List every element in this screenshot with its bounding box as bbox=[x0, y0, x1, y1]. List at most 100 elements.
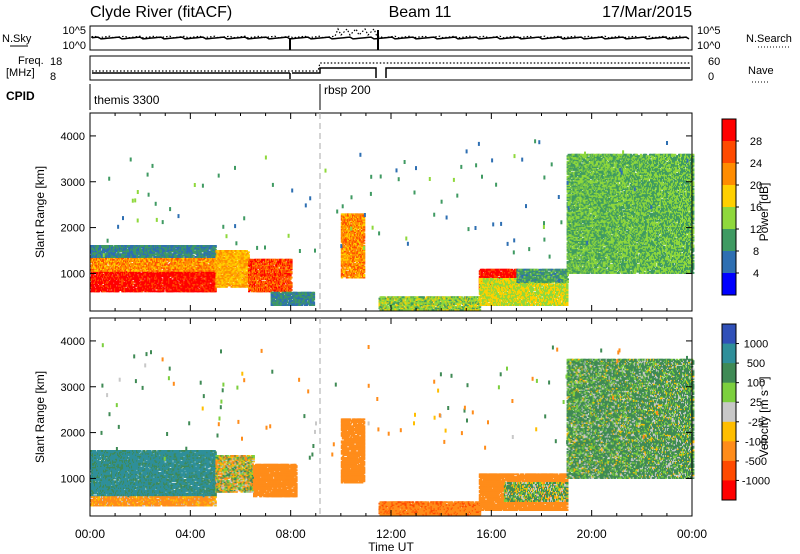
data-cell bbox=[153, 289, 156, 291]
data-cell bbox=[177, 264, 180, 267]
data-cell bbox=[99, 256, 102, 258]
data-cell bbox=[145, 279, 148, 282]
data-cell bbox=[101, 289, 104, 291]
data-cell bbox=[131, 282, 134, 284]
data-cell bbox=[166, 279, 169, 282]
data-cell bbox=[110, 287, 113, 290]
data-cell bbox=[109, 280, 112, 283]
data-cell bbox=[185, 267, 188, 269]
data-cell bbox=[121, 278, 124, 280]
data-cell bbox=[160, 257, 163, 260]
data-cell bbox=[128, 283, 131, 286]
data-cell bbox=[146, 275, 149, 278]
data-cell bbox=[199, 269, 202, 272]
data-cell bbox=[174, 290, 177, 293]
data-cell bbox=[96, 253, 99, 256]
data-cell bbox=[209, 275, 212, 278]
data-cell bbox=[149, 262, 152, 265]
data-cell bbox=[112, 267, 115, 269]
freq-tick-bottom: 8 bbox=[50, 71, 56, 83]
data-cell bbox=[105, 282, 108, 284]
data-cell bbox=[181, 280, 184, 283]
data-cell bbox=[91, 278, 94, 280]
data-cell bbox=[107, 254, 110, 257]
data-cell bbox=[140, 284, 143, 287]
data-cell bbox=[194, 262, 197, 265]
data-cell bbox=[174, 261, 177, 264]
data-cell bbox=[115, 273, 118, 276]
data-cell bbox=[105, 264, 108, 267]
data-cell bbox=[179, 275, 182, 278]
data-cell bbox=[170, 280, 173, 283]
data-cell bbox=[162, 275, 165, 278]
data-cell bbox=[97, 289, 100, 291]
data-cell bbox=[124, 273, 127, 276]
data-cell bbox=[98, 269, 101, 272]
data-cell bbox=[94, 268, 97, 271]
data-cell bbox=[210, 283, 213, 286]
data-cell bbox=[170, 286, 173, 289]
data-cell bbox=[127, 262, 130, 265]
data-cell bbox=[182, 278, 185, 280]
data-cell bbox=[96, 287, 99, 290]
data-cell bbox=[93, 262, 96, 265]
sky-right-tick-top: 10^5 bbox=[697, 25, 721, 37]
data-cell bbox=[128, 268, 131, 271]
data-cell bbox=[147, 283, 150, 286]
data-cell bbox=[109, 272, 112, 275]
data-cell bbox=[157, 289, 160, 291]
data-cell bbox=[171, 257, 174, 260]
data-cell bbox=[139, 278, 142, 280]
data-cell bbox=[105, 289, 108, 291]
data-cell bbox=[116, 268, 119, 271]
data-cell bbox=[199, 258, 202, 261]
data-cell bbox=[212, 284, 215, 287]
data-cell bbox=[150, 289, 153, 291]
data-cell bbox=[106, 249, 109, 251]
data-cell bbox=[129, 278, 132, 280]
data-cell bbox=[104, 290, 107, 293]
data-cell bbox=[114, 271, 117, 273]
data-cell bbox=[138, 268, 141, 271]
data-cell bbox=[193, 273, 196, 276]
data-cell bbox=[170, 275, 173, 278]
data-cell bbox=[195, 286, 198, 289]
data-cell bbox=[110, 273, 113, 276]
data-cell bbox=[100, 278, 103, 280]
data-cell bbox=[151, 275, 154, 278]
data-cell bbox=[207, 260, 210, 262]
data-cell bbox=[182, 289, 185, 291]
data-cell bbox=[169, 279, 172, 282]
data-cell bbox=[162, 261, 165, 264]
data-cell bbox=[111, 283, 114, 286]
data-cell bbox=[199, 284, 202, 287]
data-cell bbox=[122, 257, 125, 260]
data-cell bbox=[206, 275, 209, 278]
data-cell bbox=[212, 261, 215, 264]
data-cell bbox=[132, 257, 135, 260]
data-cell bbox=[90, 251, 93, 254]
data-cell bbox=[186, 275, 189, 278]
data-cell bbox=[92, 253, 95, 256]
data-cell bbox=[94, 276, 97, 279]
data-cell bbox=[131, 287, 134, 290]
data-cell bbox=[97, 273, 100, 276]
data-cell bbox=[145, 257, 148, 260]
data-cell bbox=[191, 262, 194, 265]
data-cell bbox=[98, 251, 101, 254]
data-cell bbox=[177, 289, 180, 291]
data-cell bbox=[100, 268, 103, 271]
data-cell bbox=[172, 290, 175, 293]
data-cell bbox=[149, 275, 152, 278]
data-cell bbox=[115, 276, 118, 279]
data-cell bbox=[179, 280, 182, 283]
data-cell bbox=[128, 279, 131, 282]
data-cell bbox=[207, 290, 210, 293]
data-cell bbox=[109, 283, 112, 286]
data-cell bbox=[114, 286, 117, 289]
beam-title: Beam 11 bbox=[389, 4, 452, 21]
data-cell bbox=[198, 261, 201, 264]
data-cell bbox=[203, 280, 206, 283]
data-cell bbox=[121, 258, 124, 261]
data-cell bbox=[130, 271, 133, 273]
